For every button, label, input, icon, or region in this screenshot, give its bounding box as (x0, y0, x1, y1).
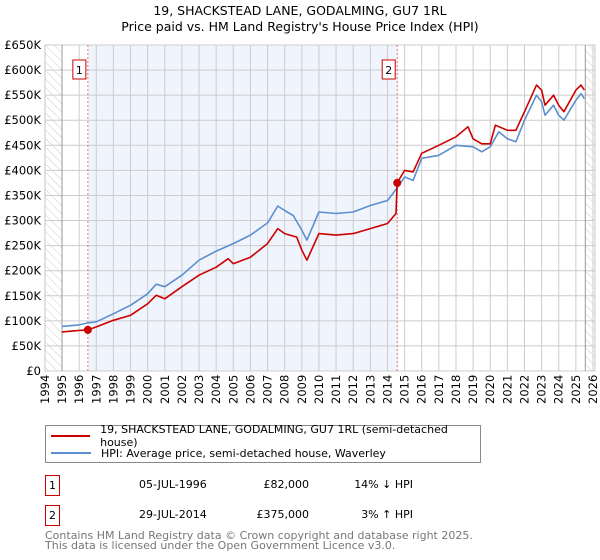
x-tick-label: 1994 (38, 375, 52, 404)
sale-label: 1 (76, 64, 83, 77)
y-tick-label: £50K (12, 339, 42, 353)
ownership-period-shade (87, 45, 398, 371)
legend-item-hpi: HPI: Average price, semi-detached house,… (46, 445, 386, 461)
sale-point (393, 178, 402, 187)
x-tick-label: 2000 (141, 375, 155, 404)
x-tick-label: 2012 (346, 375, 360, 404)
x-tick-label: 2002 (175, 375, 189, 404)
y-tick-label: £450K (4, 138, 41, 152)
x-tick-label: 2020 (483, 375, 497, 404)
sale-hpi-diff: 3% ↑ HPI (361, 508, 413, 521)
y-tick-label: £200K (4, 264, 41, 278)
sale-badge: 2 (45, 505, 60, 526)
y-tick-label: £150K (4, 289, 41, 303)
x-tick-label: 2019 (466, 375, 480, 404)
sale-date: 29-JUL-2014 (139, 508, 207, 521)
sale-point (83, 325, 92, 334)
x-tick-label: 2009 (295, 375, 309, 404)
x-tick-label: 2015 (398, 375, 412, 404)
x-tick-label: 1998 (106, 375, 120, 404)
sale-label-box (72, 59, 87, 80)
legend-item-property: 19, SHACKSTEAD LANE, GODALMING, GU7 1RL … (46, 423, 480, 449)
x-tick-label: 2007 (261, 375, 275, 404)
y-tick-label: £350K (4, 188, 41, 202)
legend-swatch-red (51, 435, 91, 437)
x-tick-label: 2006 (243, 375, 257, 404)
property-series-line (61, 84, 586, 333)
hpi-series-line (61, 92, 586, 328)
x-tick-label: 2016 (415, 375, 429, 404)
x-tick-label: 2022 (517, 375, 531, 404)
x-tick-label: 2024 (552, 375, 566, 404)
y-tick-label: £300K (4, 214, 41, 228)
no-data-hatch-left (45, 45, 62, 371)
sale-row: 2 29-JUL-2014 £375,000 3% ↑ HPI (45, 505, 495, 526)
x-tick-label: 2018 (449, 375, 463, 404)
sale-badge: 1 (45, 475, 60, 496)
chart-subtitle: Price paid vs. HM Land Registry's House … (121, 19, 479, 34)
sale-label-box (381, 59, 396, 80)
x-tick-label: 2011 (329, 375, 343, 404)
footer-licence: This data is licensed under the Open Gov… (45, 539, 396, 552)
y-tick-label: £100K (4, 314, 41, 328)
x-tick-label: 1995 (55, 375, 69, 404)
x-tick-label: 2010 (312, 375, 326, 404)
x-tick-label: 2017 (432, 375, 446, 404)
sale-label: 2 (385, 64, 392, 77)
sale-price: £82,000 (263, 478, 310, 491)
x-tick-label: 2026 (586, 375, 600, 404)
sale-row: 1 05-JUL-1996 £82,000 14% ↓ HPI (45, 475, 495, 496)
price-chart: £0 £50K £100K £150K £200K £250K £300K £350K £400… (4, 38, 600, 404)
y-tick-label: £0 (26, 364, 41, 378)
x-tick-label: 2021 (500, 375, 514, 404)
x-tick-label: 1999 (124, 375, 138, 404)
legend-label: HPI: Average price, semi-detached house,… (101, 446, 386, 460)
x-tick-label: 2003 (192, 375, 206, 404)
sale-hpi-diff: 14% ↓ HPI (354, 478, 413, 491)
x-tick-label: 2025 (569, 375, 583, 404)
x-tick-label: 2004 (209, 375, 223, 404)
x-tick-label: 2013 (363, 375, 377, 404)
y-tick-label: £550K (4, 88, 41, 102)
y-tick-label: £650K (4, 38, 41, 52)
chart-title: 19, SHACKSTEAD LANE, GODALMING, GU7 1RL (153, 3, 447, 18)
no-data-hatch-right (585, 45, 595, 371)
x-tick-label: 1996 (72, 375, 86, 404)
y-tick-label: £500K (4, 113, 41, 127)
x-tick-label: 2008 (278, 375, 292, 404)
y-tick-label: £400K (4, 163, 41, 177)
chart-legend: 19, SHACKSTEAD LANE, GODALMING, GU7 1RL … (45, 423, 481, 463)
y-tick-label: £600K (4, 63, 41, 77)
x-tick-label: 2014 (380, 375, 394, 404)
x-tick-label: 2001 (158, 375, 172, 404)
y-tick-label: £250K (4, 239, 41, 253)
legend-swatch-blue (51, 452, 91, 454)
sale-date: 05-JUL-1996 (139, 478, 207, 491)
sale-price: £375,000 (256, 508, 310, 521)
legend-label: 19, SHACKSTEAD LANE, GODALMING, GU7 1RL … (100, 423, 448, 449)
x-tick-label: 1997 (89, 375, 103, 404)
x-tick-label: 2023 (535, 375, 549, 404)
x-tick-label: 2005 (226, 375, 240, 404)
footer-copyright: Contains HM Land Registry data © Crown c… (45, 529, 473, 542)
